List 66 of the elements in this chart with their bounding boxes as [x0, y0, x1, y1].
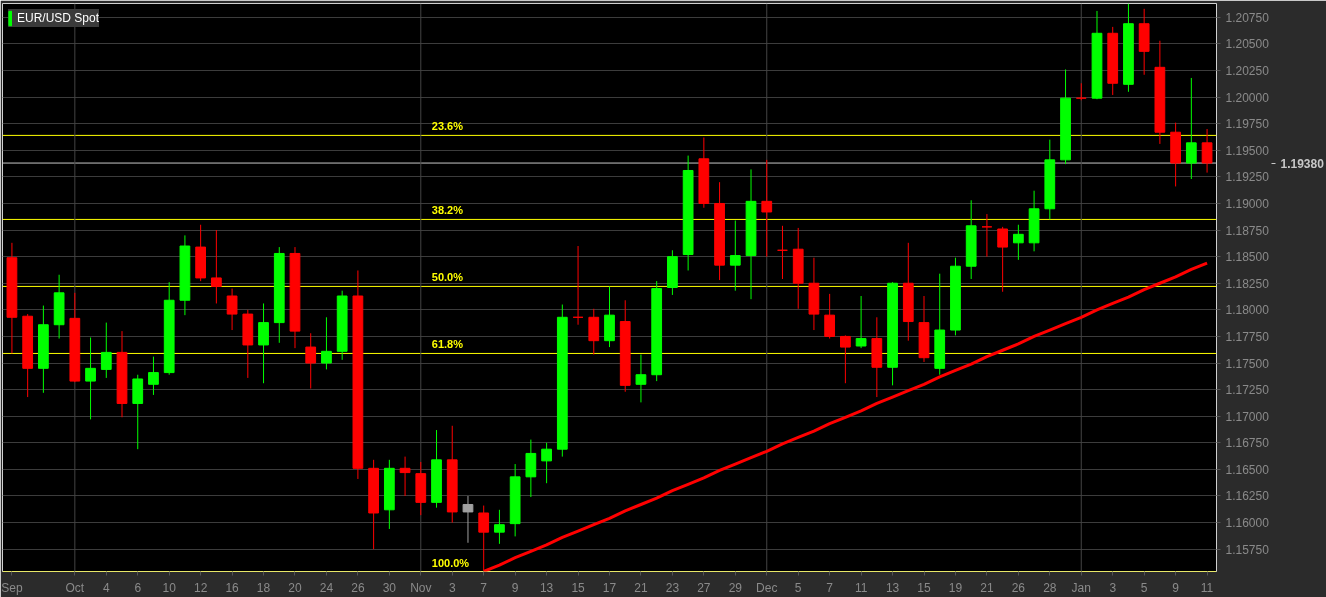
y-tick-label: 1.20500 [1225, 37, 1270, 52]
x-tick-label: 29 [728, 580, 743, 595]
y-tick-label: 1.19000 [1225, 196, 1270, 211]
x-tick-label: 5 [794, 580, 802, 595]
x-tick-label: 20 [288, 580, 302, 595]
annotation: 61.8% [431, 338, 464, 351]
y-tick-label: 1.17250 [1225, 383, 1270, 398]
x-tick-label: 3 [1109, 580, 1117, 595]
y-tick-label: 1.16250 [1225, 489, 1270, 504]
x-tick-label: 26 [1011, 580, 1026, 595]
y-tick-label: 1.18500 [1225, 250, 1270, 265]
annotation: 23.6% [431, 120, 464, 133]
x-tick-label: 17 [602, 580, 617, 595]
x-tick-label: 9 [511, 580, 519, 595]
x-tick-label: 27 [697, 580, 711, 595]
x-tick-label: 24 [319, 580, 334, 595]
y-tick-label: 1.16500 [1225, 462, 1270, 477]
x-tick-label: 4 [102, 580, 110, 595]
annotation: 50.0% [431, 271, 464, 284]
annotation: 100.0% [431, 556, 470, 569]
y-tick-label: 1.16000 [1225, 516, 1270, 531]
x-tick-label: 30 [382, 580, 397, 595]
y-tick-label: 1.18000 [1225, 303, 1270, 318]
x-tick-label: 3 [448, 580, 456, 595]
x-tick-label: 11 [854, 580, 868, 595]
x-tick-label: 11 [1200, 580, 1214, 595]
x-tick-label: 12 [193, 580, 208, 595]
x-tick-label: 21 [980, 580, 994, 595]
y-tick-label: 1.19750 [1225, 117, 1270, 132]
x-tick-label: 21 [634, 580, 648, 595]
x-tick-label: 18 [256, 580, 271, 595]
ref-line-label: 1.19380 [1280, 156, 1325, 171]
x-tick-label: Jan [1071, 580, 1091, 595]
y-tick-label: 1.20250 [1225, 64, 1270, 79]
x-tick-label: 28 [1043, 580, 1057, 595]
x-tick-label: 19 [948, 580, 963, 595]
y-tick-label: 1.17500 [1225, 356, 1270, 371]
y-tick-label: 1.16750 [1225, 436, 1270, 451]
x-tick-label: Nov [410, 580, 432, 595]
y-tick-label: 1.17750 [1225, 329, 1270, 344]
x-tick-label: 5 [1140, 580, 1148, 595]
x-tick-label: 13 [539, 580, 554, 595]
x-tick-label: 7 [480, 580, 488, 595]
y-tick-label: 1.18250 [1225, 276, 1270, 291]
x-tick-label: Sep [1, 580, 23, 595]
legend-label: EUR/USD Spot [17, 11, 100, 25]
x-tick-label: 10 [162, 580, 177, 595]
x-tick-label: Dec [756, 580, 778, 595]
y-tick-label: 1.18750 [1225, 223, 1270, 238]
x-tick-label: 7 [826, 580, 834, 595]
x-tick-label: 6 [134, 580, 142, 595]
y-tick-label: 1.17000 [1225, 409, 1270, 424]
y-tick-label: 1.20000 [1225, 90, 1270, 105]
x-tick-label: Oct [65, 580, 85, 595]
y-tick-label: 1.20750 [1225, 10, 1270, 25]
y-tick-label: 1.19500 [1225, 143, 1270, 158]
annotation: 38.2% [431, 204, 464, 217]
x-tick-label: 15 [571, 580, 586, 595]
x-tick-label: 16 [225, 580, 240, 595]
x-tick-label: 9 [1172, 580, 1180, 595]
y-tick-label: 1.19250 [1225, 170, 1270, 185]
x-tick-label: 26 [351, 580, 365, 595]
x-tick-label: 15 [917, 580, 932, 595]
x-tick-label: 13 [885, 580, 900, 595]
y-tick-label: 1.15750 [1225, 542, 1270, 557]
x-tick-label: 23 [665, 580, 680, 595]
